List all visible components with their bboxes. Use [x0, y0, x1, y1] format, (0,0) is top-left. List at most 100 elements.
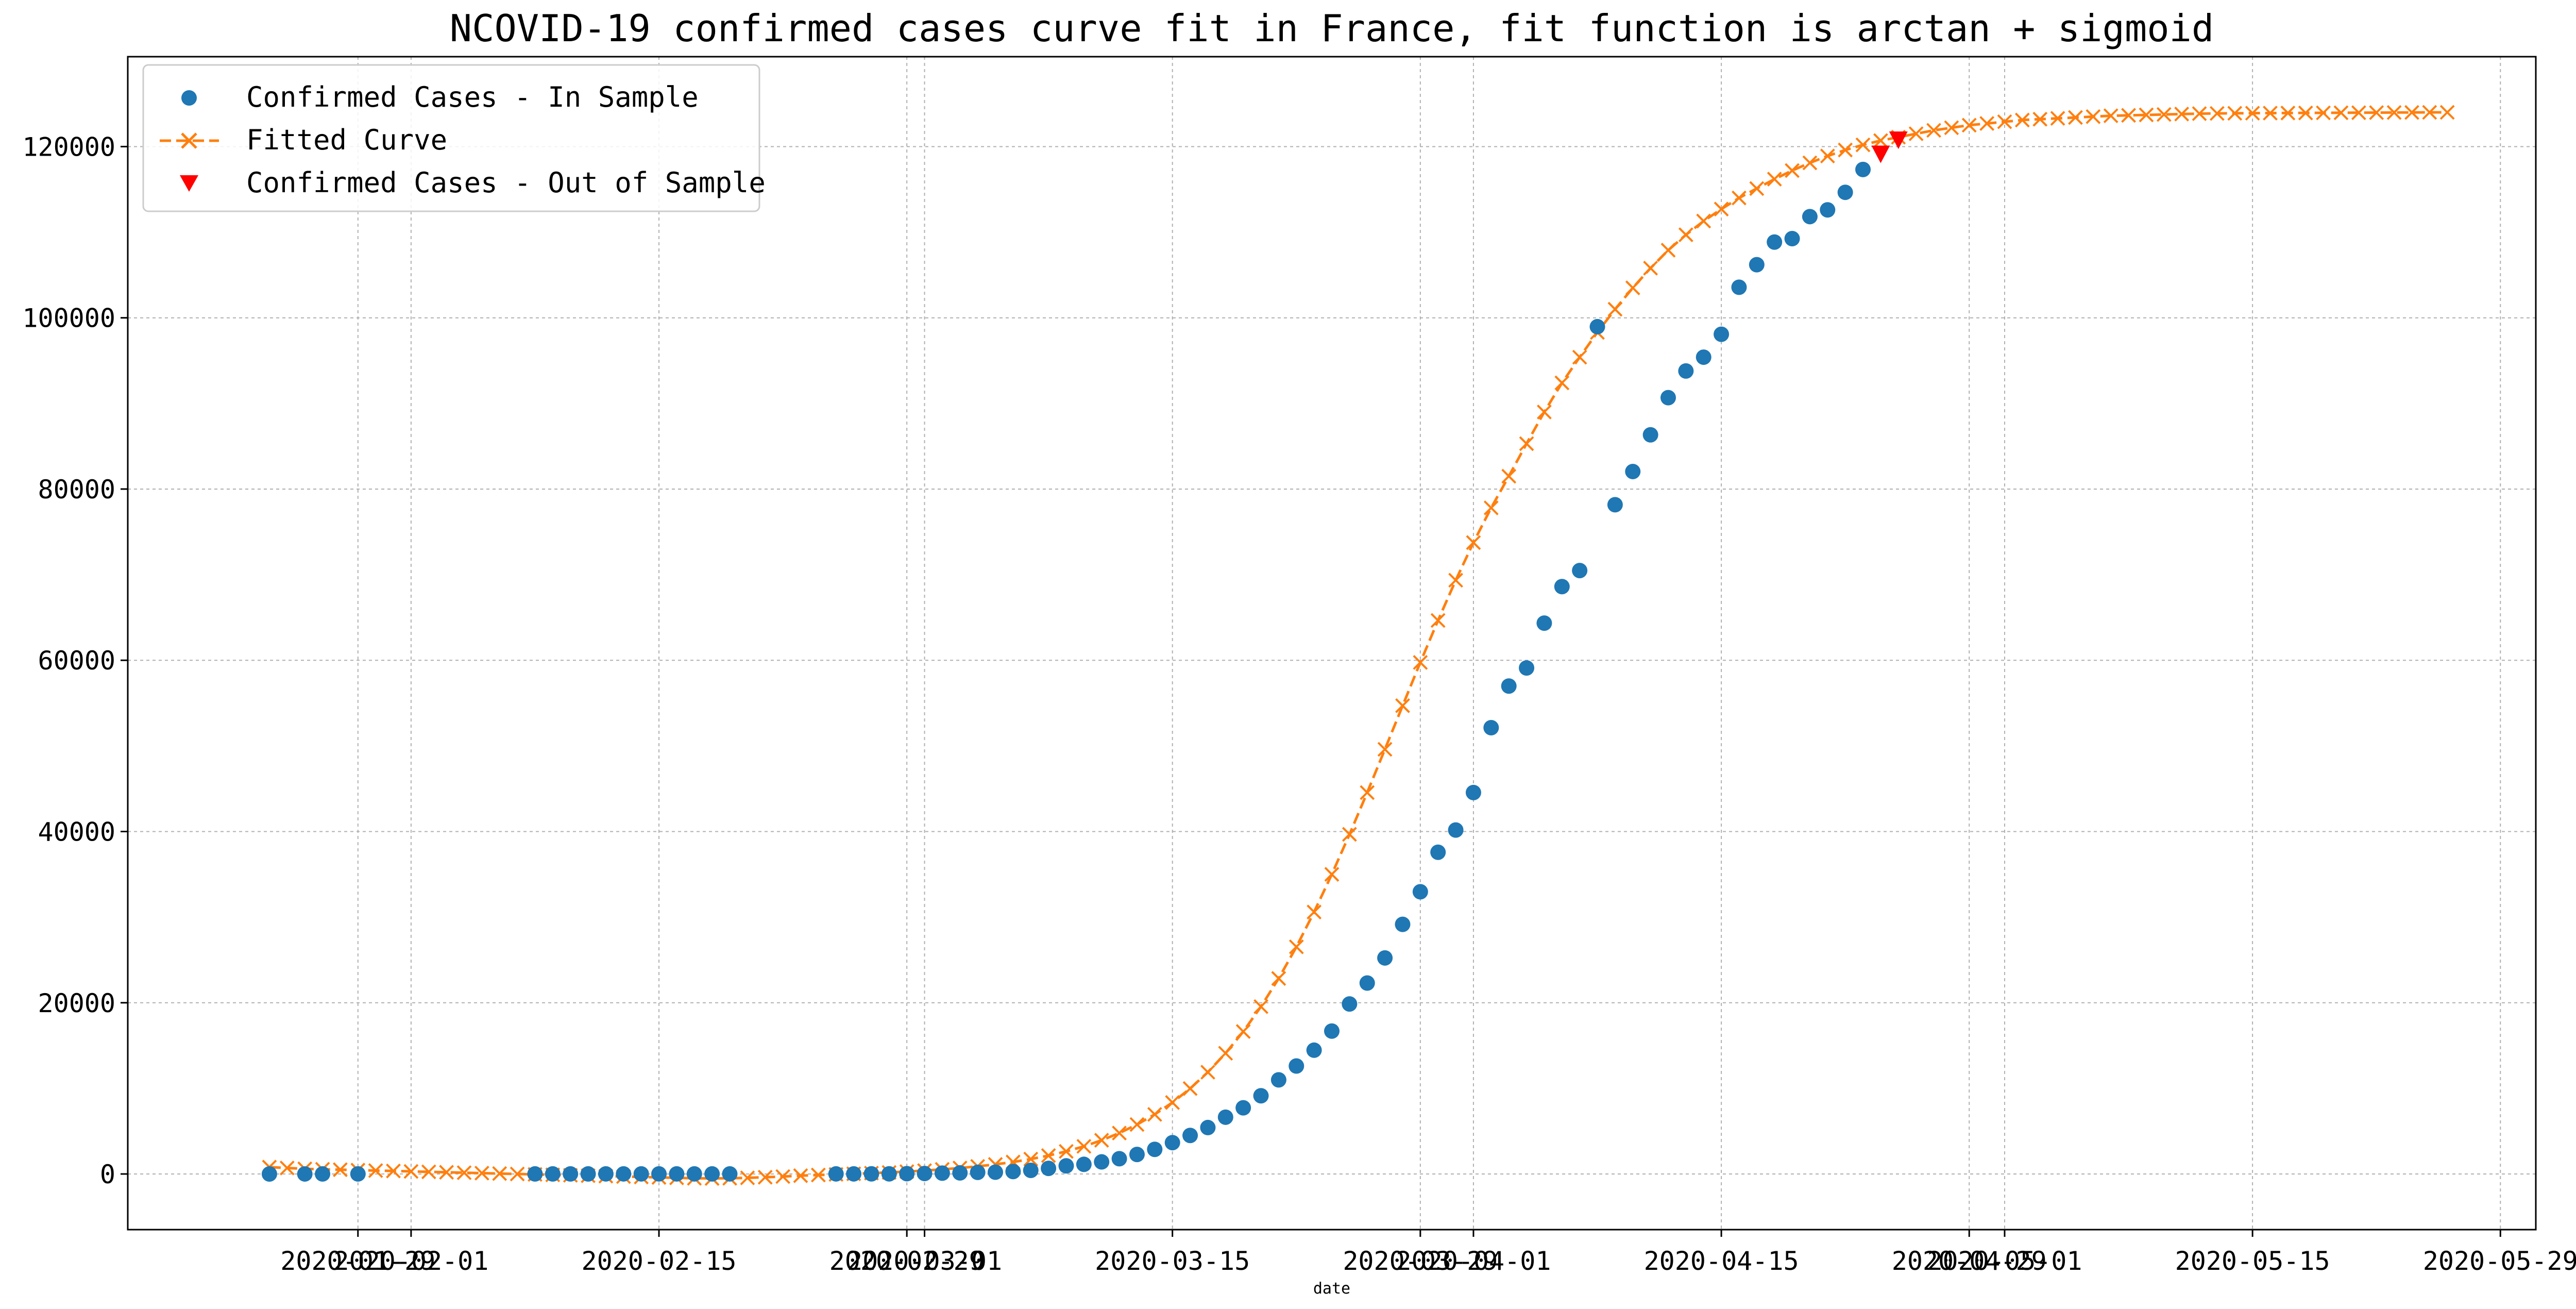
- fitted-curve-point: [2422, 105, 2437, 120]
- fitted-curve-point: [1714, 202, 1729, 217]
- in-sample-point: [1660, 390, 1676, 406]
- legend-in-sample-label: Confirmed Cases - In Sample: [246, 81, 699, 113]
- in-sample-point: [1164, 1135, 1180, 1151]
- fitted-curve-line: [269, 111, 2448, 1180]
- fitted-curve-point: [757, 1169, 773, 1185]
- in-sample-point: [1572, 563, 1588, 579]
- fitted-curve-point: [1749, 181, 1765, 196]
- fitted-curve-point: [1732, 190, 1747, 206]
- fitted-curve-point: [2227, 106, 2243, 121]
- fitted-curve-point: [1554, 375, 1570, 391]
- x-tick-label: 2020-04-15: [1644, 1246, 1799, 1276]
- fitted-curve-point: [2139, 107, 2154, 123]
- fitted-curve-point: [386, 1163, 401, 1179]
- in-sample-point: [1749, 257, 1765, 273]
- legend-out-sample-marker: [180, 175, 198, 192]
- in-sample-point: [1041, 1161, 1057, 1177]
- fitted-curve-point: [1979, 116, 1995, 131]
- in-sample-point: [1465, 784, 1481, 800]
- fitted-curve-point: [2245, 106, 2260, 121]
- chart-title: NCOVID-19 confirmed cases curve fit in F…: [450, 7, 2214, 50]
- x-tick-label: 2020-04-01: [1396, 1246, 1551, 1276]
- in-sample-point: [881, 1166, 897, 1182]
- in-sample-point: [1837, 184, 1853, 200]
- legend-fitted-marker: [181, 132, 197, 149]
- fitted-curve-point: [1820, 148, 1835, 164]
- fitted-curve-point: [1483, 500, 1499, 515]
- in-sample-point: [1058, 1158, 1074, 1174]
- fitted-curve-point: [2404, 105, 2419, 120]
- fitted-curve-point: [810, 1167, 826, 1183]
- y-tick-label: 120000: [22, 132, 115, 162]
- grid-lines: [128, 57, 2536, 1230]
- in-sample-point: [1554, 579, 1570, 595]
- fitted-curve-point: [1413, 654, 1428, 670]
- in-sample-point: [1448, 822, 1464, 838]
- fitted-curve-point: [1696, 213, 1711, 229]
- in-sample-point: [1519, 660, 1535, 676]
- in-sample-point: [669, 1166, 685, 1182]
- fitted-curve-point: [332, 1162, 348, 1178]
- out-of-sample-point: [1889, 131, 1908, 149]
- fitted-curve-point: [1767, 172, 1782, 187]
- fitted-curve-point: [1147, 1106, 1162, 1122]
- fitted-curve-point: [1607, 301, 1623, 317]
- fitted-curve-point: [1448, 573, 1463, 588]
- fitted-curve-point: [1926, 123, 1941, 138]
- x-tick-label: 2020-05-01: [1927, 1246, 2082, 1276]
- in-sample-point: [633, 1166, 649, 1182]
- fitted-curve-point: [1271, 971, 1286, 986]
- in-sample-point: [1289, 1058, 1304, 1074]
- x-tick-label: 2020-02-15: [582, 1246, 737, 1276]
- fitted-curve-point: [2209, 106, 2225, 121]
- fitted-curve-point: [1112, 1126, 1127, 1141]
- in-sample-point: [917, 1166, 933, 1182]
- fitted-curve-point: [1519, 436, 1534, 451]
- fitted-curve-point: [2439, 105, 2455, 120]
- y-tick-label: 0: [100, 1160, 115, 1189]
- in-sample-point: [545, 1166, 561, 1182]
- fitted-curve-point: [740, 1170, 755, 1185]
- in-sample-series: [261, 161, 1871, 1182]
- fitted-curve-point: [2086, 109, 2101, 124]
- legend-in-sample-marker: [181, 90, 197, 106]
- fitted-curve-point: [1395, 698, 1410, 713]
- fitted-curve-point: [2050, 111, 2065, 126]
- in-sample-point: [651, 1166, 667, 1182]
- fitted-curve-point: [1342, 827, 1357, 842]
- in-sample-point: [563, 1166, 579, 1182]
- fitted-curve-point: [1572, 349, 1587, 365]
- in-sample-point: [1270, 1072, 1286, 1088]
- in-sample-point: [1678, 363, 1694, 379]
- in-sample-point: [1217, 1109, 1233, 1125]
- fitted-curve-point: [2333, 105, 2349, 121]
- legend-fitted-label: Fitted Curve: [246, 124, 447, 156]
- fitted-curve-point: [2280, 105, 2296, 121]
- in-sample-point: [1359, 975, 1375, 991]
- fitted-curve-point: [2386, 105, 2402, 120]
- in-sample-point: [580, 1166, 596, 1182]
- fitted-curve-point: [1218, 1046, 1233, 1061]
- fitted-curve-point: [793, 1168, 808, 1183]
- fitted-curve-point: [2068, 110, 2083, 125]
- fitted-curve-point: [368, 1163, 383, 1178]
- fitted-curve-point: [1094, 1133, 1109, 1148]
- fitted-curve-point: [1430, 613, 1446, 628]
- fitted-curve-point: [1908, 126, 1924, 141]
- in-sample-point: [1076, 1156, 1092, 1172]
- fitted-curve-point: [1501, 468, 1517, 484]
- fitted-curve-point: [1235, 1024, 1251, 1039]
- in-sample-point: [1324, 1023, 1340, 1039]
- fitted-curve-point: [2032, 111, 2048, 127]
- legend-frame: [142, 64, 760, 212]
- y-axis: 0 20000 40000 60000 80000 100000 120000: [22, 132, 128, 1189]
- in-sample-point: [1412, 884, 1428, 900]
- fitted-curve-point: [2369, 105, 2384, 120]
- fitted-curve-point: [1129, 1117, 1145, 1132]
- in-sample-point: [899, 1166, 915, 1182]
- fitted-curve-point: [1873, 133, 1888, 148]
- in-sample-point: [1235, 1100, 1251, 1116]
- in-sample-point: [988, 1164, 1004, 1180]
- fitted-curve-point: [2298, 105, 2313, 121]
- in-sample-point: [704, 1166, 720, 1182]
